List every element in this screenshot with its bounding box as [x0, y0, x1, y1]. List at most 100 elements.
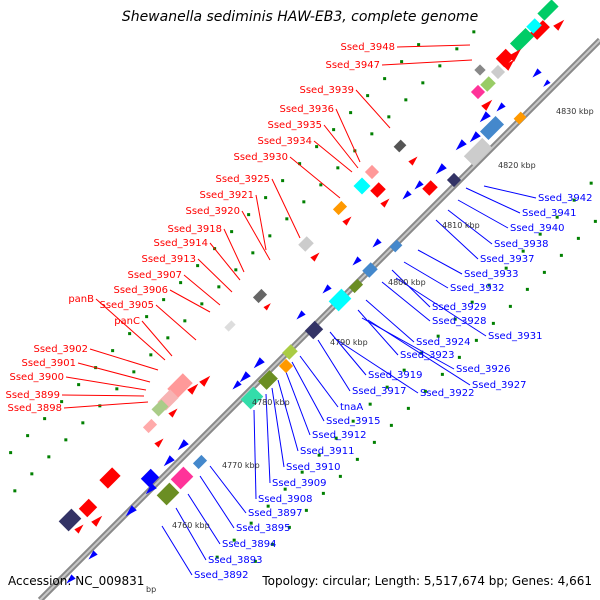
reverse-leader-line	[367, 319, 471, 386]
reverse-gene-label: Ssed_3912	[312, 430, 367, 441]
reverse-gene	[446, 172, 462, 188]
reverse-gene	[328, 288, 352, 312]
tick-mark	[179, 281, 183, 285]
forward-gene-label: Ssed_3900	[9, 372, 64, 383]
reverse-leader-line	[317, 339, 351, 392]
tick-mark	[232, 538, 236, 542]
scale-label: 4830 kbp	[556, 107, 594, 116]
forward-gene	[490, 64, 506, 80]
reverse-gene	[537, 0, 559, 21]
tick-mark	[389, 423, 393, 427]
forward-gene-label: Ssed_3898	[7, 403, 62, 414]
tick-mark	[470, 300, 474, 304]
reverse-gene-label: Ssed_3924	[416, 337, 471, 348]
reverse-arrow	[455, 139, 467, 151]
reverse-gene	[479, 115, 505, 141]
reverse-gene-label: Ssed_3942	[538, 193, 593, 204]
tick-mark	[406, 406, 410, 410]
reverse-gene-label: Ssed_3931	[488, 331, 543, 342]
reverse-gene	[282, 344, 298, 360]
reverse-leader-line	[161, 525, 193, 576]
tick-mark	[200, 302, 204, 306]
reverse-leader-line	[465, 187, 521, 214]
forward-gene	[480, 76, 496, 92]
forward-gene-label: Ssed_3920	[185, 206, 240, 217]
forward-gene	[526, 18, 542, 34]
reverse-gene-label: Ssed_3909	[272, 478, 327, 489]
forward-leader-line	[61, 394, 145, 397]
genome-title: Shewanella sediminis HAW-EB3, complete g…	[121, 9, 479, 25]
forward-leader-line	[323, 124, 359, 169]
forward-arrow	[553, 19, 565, 31]
tick-mark	[366, 94, 370, 98]
reverse-gene-label: Ssed_3894	[222, 539, 277, 550]
reverse-arrow	[532, 68, 542, 78]
forward-leader-line	[89, 348, 159, 371]
tick-mark	[115, 387, 119, 391]
reverse-leader-line	[265, 393, 271, 484]
reverse-arrow	[469, 131, 481, 143]
reverse-gene-label: Ssed_3895	[236, 523, 291, 534]
reverse-gene	[170, 466, 194, 490]
forward-gene	[224, 320, 236, 332]
forward-gene	[370, 182, 386, 198]
forward-leader-line	[335, 108, 361, 163]
tick-mark	[419, 351, 423, 355]
reverse-leader-line	[395, 277, 487, 337]
reverse-arrow	[253, 357, 265, 369]
forward-arrow	[263, 303, 271, 311]
genome-backbone	[37, 37, 600, 600]
reverse-gene-label: tnaA	[340, 402, 363, 413]
tick-mark	[400, 60, 404, 64]
reverse-leader-line	[299, 355, 339, 408]
tick-marks	[9, 30, 597, 563]
reverse-gene-label: Ssed_3933	[464, 269, 519, 280]
tick-mark	[251, 251, 255, 255]
forward-gene-label: Ssed_3899	[5, 390, 60, 401]
tick-mark	[440, 372, 444, 376]
reverse-arrow	[88, 550, 98, 560]
tick-mark	[589, 181, 593, 185]
reverse-gene-label: Ssed_3911	[300, 446, 355, 457]
reverse-arrow	[125, 505, 137, 517]
tick-mark	[336, 166, 340, 170]
scale-label: 4770 kbp	[222, 461, 260, 470]
scale-label: 4780 kbp	[252, 398, 290, 407]
tick-mark	[281, 179, 285, 183]
forward-gene-label: Ssed_3939	[299, 85, 354, 96]
reverse-arrow	[239, 371, 251, 383]
forward-gene-label: panB	[68, 294, 94, 305]
reverse-gene	[389, 239, 403, 253]
tick-mark	[472, 30, 476, 34]
forward-gene	[474, 64, 486, 76]
reverse-leader-line	[435, 219, 479, 260]
reverse-leader-line	[381, 281, 431, 322]
reverse-gene-label: Ssed_3923	[400, 350, 455, 361]
forward-arrow	[91, 515, 103, 527]
reverse-arrow	[296, 310, 306, 320]
forward-arrow	[380, 198, 390, 208]
reverse-arrow	[543, 79, 551, 87]
reverse-leader-line	[285, 371, 311, 436]
tick-mark	[321, 491, 325, 495]
tick-mark	[111, 349, 115, 353]
forward-gene	[530, 20, 550, 40]
tick-mark	[183, 319, 187, 323]
tick-mark	[270, 542, 274, 546]
tick-mark	[268, 234, 272, 238]
reverse-gene-label: Ssed_3897	[248, 508, 303, 519]
reverse-gene	[156, 482, 180, 506]
forward-gene	[298, 236, 314, 252]
tick-mark	[538, 232, 542, 236]
forward-leader-line	[241, 210, 271, 261]
forward-arrow	[187, 383, 199, 395]
reverse-gene	[278, 358, 294, 374]
tick-mark	[287, 525, 291, 529]
tick-mark	[453, 317, 457, 321]
reverse-leader-line	[175, 507, 207, 561]
reverse-gene-label: Ssed_3927	[472, 380, 527, 391]
tick-mark	[285, 217, 289, 221]
reverse-gene	[422, 180, 438, 196]
reverse-gene	[463, 137, 493, 167]
forward-leader-line	[155, 304, 197, 341]
